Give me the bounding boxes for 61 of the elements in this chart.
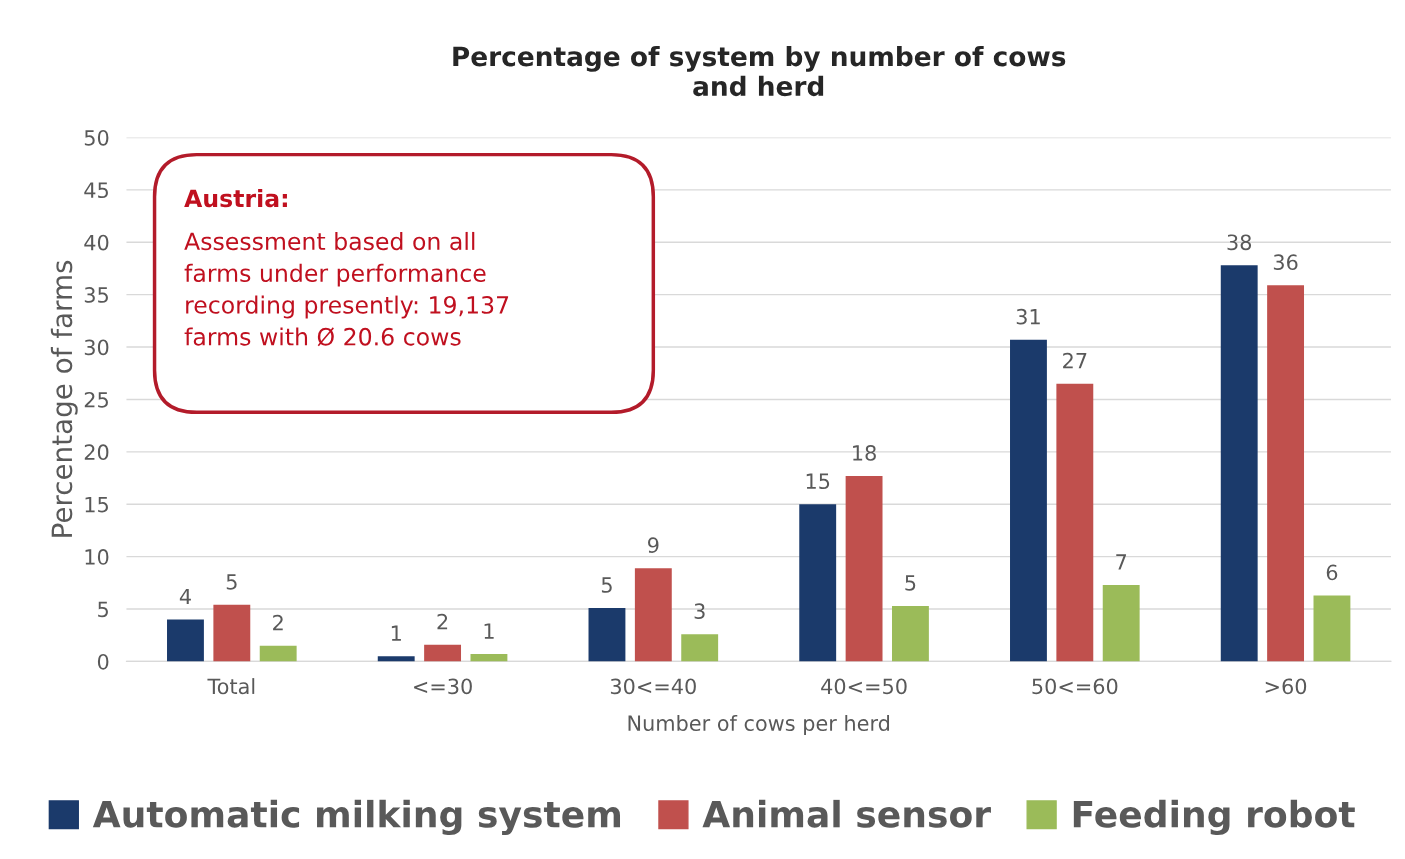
bar [167, 619, 204, 662]
y-tick-label: 35 [84, 287, 108, 303]
data-label: 31 [1016, 308, 1040, 325]
y-tick-label: 0 [97, 653, 109, 670]
bar [1056, 383, 1094, 662]
data-label: 18 [853, 445, 876, 461]
data-label: 27 [1063, 352, 1087, 369]
bar [634, 568, 672, 662]
y-tick-label: 40 [84, 234, 109, 251]
data-label: 1 [484, 623, 494, 639]
bar [799, 504, 837, 662]
y-tick-label: 50 [84, 129, 109, 146]
data-label: 2 [437, 613, 448, 630]
bar [588, 607, 626, 662]
x-tick-label: Total [207, 678, 255, 695]
bar [377, 656, 415, 662]
y-tick-label: 5 [98, 601, 108, 618]
x-axis-title: Number of cows per herd [628, 714, 890, 736]
legend-label: Feeding robot [1073, 799, 1355, 836]
data-label: 5 [226, 574, 237, 590]
annotation: Austria: [184, 188, 287, 208]
y-tick-label: 25 [84, 391, 108, 408]
data-label: 36 [1273, 254, 1298, 271]
data-label: 5 [905, 575, 916, 591]
y-tick-label: 30 [84, 339, 109, 356]
y-tick-label: 10 [85, 549, 109, 565]
y-tick-label: 45 [84, 182, 108, 199]
y-axis-title: Percentage of farms [50, 260, 78, 537]
data-label: 1 [391, 625, 401, 641]
bar [892, 605, 929, 662]
x-tick-label: 30<=40 [610, 678, 696, 695]
data-label: 38 [1227, 234, 1252, 251]
y-tick-label: 15 [85, 496, 108, 513]
x-tick-label: 50<=60 [1032, 678, 1118, 695]
data-label: 6 [1326, 564, 1338, 581]
y-tick-label: 20 [84, 444, 109, 461]
bar [1267, 285, 1305, 662]
bar [470, 654, 508, 662]
bar [681, 634, 719, 662]
annotation: Assessment based on all farms under performance recording presently: 19,137 farms with Ø 20.6 cows [184, 231, 509, 347]
bar [1010, 339, 1047, 662]
x-tick-label: >60 [1265, 678, 1307, 695]
data-label: 7 [1116, 554, 1127, 570]
bar [259, 645, 297, 662]
data-label: 5 [601, 577, 612, 593]
x-tick-label: <=30 [414, 678, 472, 695]
data-label: 2 [273, 614, 283, 631]
data-label: 4 [179, 588, 191, 605]
data-label: 15 [806, 473, 830, 490]
legend-label: Animal sensor [702, 799, 991, 828]
bar [424, 644, 462, 662]
bar [1313, 595, 1351, 662]
legend-label: Automatic milking system [92, 799, 621, 836]
data-label: 9 [648, 537, 659, 554]
bar [1102, 584, 1140, 662]
bar [845, 475, 883, 662]
bar [1220, 265, 1258, 662]
x-tick-label: 40<=50 [821, 678, 907, 695]
bar [213, 604, 251, 662]
chart-title: Percentage of system by number of cows and herd [453, 45, 1066, 97]
data-label: 3 [694, 603, 705, 620]
